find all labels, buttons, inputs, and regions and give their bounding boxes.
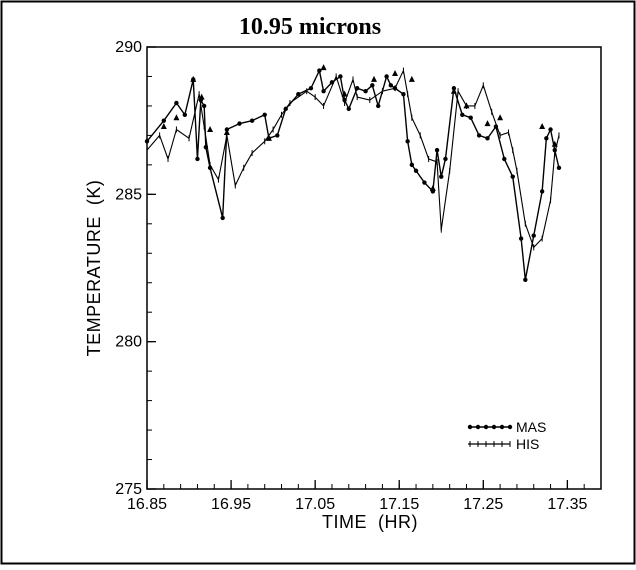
data-point-mas	[262, 112, 267, 117]
data-point-marker	[341, 90, 348, 97]
data-point-marker	[450, 87, 457, 94]
x-axis-ticks: 16.85 16.95 17.05 17.15 17.25 17.35	[127, 480, 602, 513]
data-point-mas	[439, 174, 444, 179]
y-axis-ticks: 275 280 285 290	[115, 39, 156, 498]
data-point-marker	[463, 102, 470, 109]
data-point-marker	[408, 75, 415, 82]
data-point-mas	[443, 156, 448, 162]
data-point-mas	[409, 162, 415, 168]
data-point-marker	[484, 120, 491, 127]
data-point-marker	[551, 140, 558, 147]
data-point-mas	[401, 91, 406, 97]
data-point-marker	[497, 114, 504, 121]
data-point-mas	[422, 180, 427, 185]
legend-item-mas: MAS	[467, 419, 546, 435]
data-point-mas	[354, 86, 360, 91]
data-point-mas	[548, 127, 553, 132]
data-point-mas	[275, 133, 280, 138]
data-point-marker	[173, 114, 180, 121]
legend-marker-mas	[467, 424, 473, 430]
data-point-mas	[388, 83, 394, 88]
data-point-mas	[539, 189, 545, 194]
data-point-mas	[296, 91, 301, 97]
data-point-marker	[429, 184, 436, 191]
y-tick-label: 275	[115, 481, 142, 498]
x-tick-label: 16.95	[211, 496, 251, 513]
data-point-mas	[144, 139, 150, 144]
data-point-marker	[198, 93, 205, 100]
data-point-marker	[207, 126, 214, 133]
data-point-mas	[376, 103, 381, 109]
data-point-mas	[468, 115, 473, 120]
x-tick-label: 17.15	[379, 496, 419, 513]
x-tick-label: 17.05	[295, 496, 335, 513]
legend-label-his: HIS	[516, 436, 539, 452]
data-point-marker	[190, 75, 197, 82]
y-tick-label: 280	[115, 334, 142, 351]
x-axis-label: TIME (HR)	[322, 512, 418, 532]
data-point-mas	[308, 86, 314, 91]
legend-marker-mas	[499, 424, 505, 430]
data-point-mas	[413, 168, 419, 173]
legend: MAS HIS	[467, 419, 546, 452]
data-point-mas	[434, 147, 440, 153]
y-axis-label: TEMPERATURE (K)	[84, 180, 104, 357]
chart-title: 10.95 microns	[239, 14, 381, 40]
data-point-mas	[544, 136, 549, 141]
data-point-mas	[201, 103, 207, 109]
series-layer	[144, 64, 562, 282]
data-point-mas	[321, 89, 326, 94]
data-point-marker	[320, 64, 327, 71]
data-point-mas	[405, 139, 410, 144]
data-point-mas	[460, 112, 465, 117]
data-point-mas	[556, 165, 562, 171]
data-point-mas	[502, 156, 507, 162]
legend-marker-mas	[475, 424, 481, 430]
series-line-mas	[146, 69, 560, 281]
data-point-marker	[265, 134, 272, 141]
data-point-mas	[237, 121, 242, 126]
data-point-marker	[160, 123, 167, 130]
data-point-mas	[220, 215, 225, 221]
y-tick-label: 285	[115, 186, 142, 203]
data-point-mas	[510, 174, 515, 179]
y-tick-label: 290	[115, 39, 142, 56]
x-tick-label: 17.25	[463, 496, 503, 513]
data-point-mas	[317, 68, 322, 73]
legend-label-mas: MAS	[516, 419, 546, 435]
legend-marker-mas	[491, 424, 497, 430]
legend-marker-mas	[483, 424, 489, 430]
data-point-marker	[539, 123, 546, 130]
x-tick-label: 16.85	[127, 496, 167, 513]
data-point-mas	[338, 74, 343, 79]
data-point-mas	[518, 236, 524, 241]
data-point-marker	[223, 128, 230, 135]
data-point-marker	[392, 70, 399, 77]
data-point-mas	[174, 100, 179, 106]
legend-item-his: HIS	[468, 436, 539, 452]
data-point-mas	[195, 156, 200, 162]
data-point-mas	[346, 106, 351, 112]
data-point-mas	[370, 83, 375, 88]
data-point-mas	[182, 112, 188, 117]
plot-frame	[146, 46, 602, 490]
series-line-his	[146, 70, 560, 248]
data-point-mas	[523, 277, 528, 282]
data-point-mas	[384, 74, 389, 79]
data-point-mas	[531, 233, 536, 238]
data-point-mas	[476, 133, 482, 138]
data-point-mas	[485, 136, 490, 141]
data-point-mas	[249, 118, 255, 123]
legend-marker-mas	[507, 424, 513, 430]
data-point-mas	[161, 118, 167, 123]
data-point-marker	[371, 75, 377, 82]
data-point-mas	[363, 89, 368, 94]
x-tick-label: 17.35	[547, 496, 587, 513]
